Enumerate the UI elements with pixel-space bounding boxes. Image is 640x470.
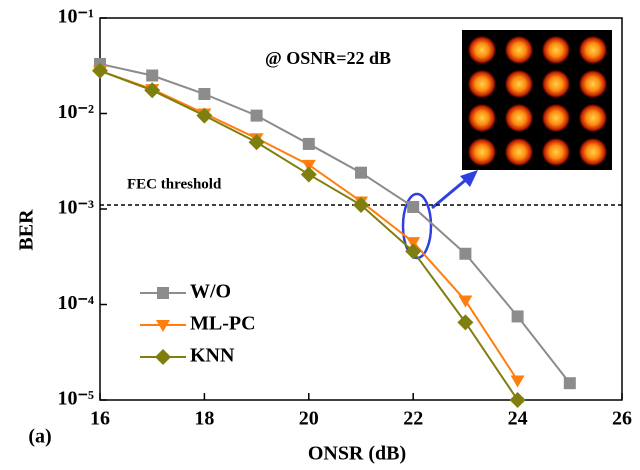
marker bbox=[564, 377, 576, 389]
marker bbox=[510, 392, 526, 408]
x-tick-label: 20 bbox=[299, 408, 319, 430]
y-tick-label: 10⁻² bbox=[57, 101, 94, 123]
legend-label: ML-PC bbox=[190, 313, 256, 335]
constellation-point bbox=[541, 69, 571, 99]
marker bbox=[198, 88, 210, 100]
y-tick-label: 10⁻⁴ bbox=[57, 292, 94, 314]
y-tick-label: 10⁻³ bbox=[57, 197, 94, 219]
x-tick-label: 26 bbox=[612, 408, 632, 430]
marker bbox=[146, 69, 158, 81]
marker bbox=[459, 248, 471, 260]
constellation-point bbox=[467, 103, 497, 133]
constellation-point bbox=[541, 35, 571, 65]
x-tick-label: 16 bbox=[90, 408, 110, 430]
marker bbox=[355, 167, 367, 179]
marker bbox=[511, 376, 525, 388]
marker bbox=[407, 201, 419, 213]
x-tick-label: 24 bbox=[508, 408, 528, 430]
threshold-label: FEC threshold bbox=[127, 176, 222, 192]
x-tick-label: 18 bbox=[194, 408, 214, 430]
constellation-point bbox=[467, 137, 497, 167]
x-axis-label: ONSR (dB) bbox=[308, 443, 406, 465]
constellation-point bbox=[541, 137, 571, 167]
marker bbox=[457, 314, 473, 330]
marker bbox=[458, 296, 472, 308]
chart: ONSR (dB) BER (a) @ OSNR=22 dB 16 18 20 22 2… bbox=[0, 0, 640, 470]
constellation-point bbox=[504, 35, 534, 65]
constellation-point bbox=[467, 69, 497, 99]
panel-label: (a) bbox=[28, 426, 51, 448]
constellation-point bbox=[578, 137, 608, 167]
arrow bbox=[432, 170, 478, 208]
legend-label: W/O bbox=[190, 281, 231, 303]
constellation-point bbox=[541, 103, 571, 133]
series-line bbox=[100, 71, 518, 381]
marker bbox=[303, 138, 315, 150]
inset-label: @ OSNR=22 dB bbox=[265, 48, 391, 68]
marker bbox=[512, 310, 524, 322]
x-tick-label: 22 bbox=[403, 408, 423, 430]
y-axis-label: BER bbox=[16, 209, 38, 251]
marker bbox=[157, 287, 169, 299]
constellation-point bbox=[578, 103, 608, 133]
constellation-point bbox=[504, 103, 534, 133]
constellation-point bbox=[504, 137, 534, 167]
y-tick-label: 10⁻¹ bbox=[57, 6, 94, 28]
constellation-inset bbox=[462, 30, 612, 170]
legend-label: KNN bbox=[190, 345, 235, 367]
constellation-point bbox=[578, 69, 608, 99]
marker bbox=[155, 349, 171, 365]
marker bbox=[251, 110, 263, 122]
constellation-point bbox=[467, 35, 497, 65]
constellation-point bbox=[504, 69, 534, 99]
constellation-point bbox=[578, 35, 608, 65]
y-tick-label: 10⁻⁵ bbox=[57, 388, 94, 410]
